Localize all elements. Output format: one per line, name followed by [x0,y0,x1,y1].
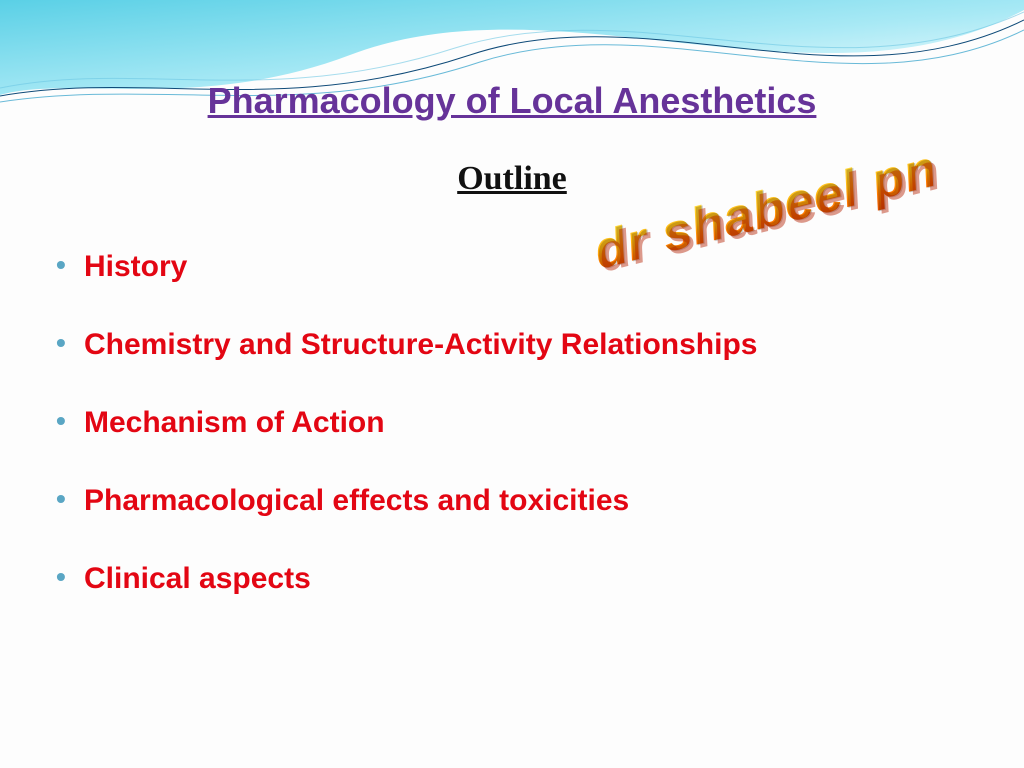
list-item: Mechanism of Action [50,406,974,440]
outline-heading: Outline [0,160,1024,198]
page-title: Pharmacology of Local Anesthetics [0,80,1024,122]
outline-list: History Chemistry and Structure-Activity… [50,250,974,640]
list-item: Pharmacological effects and toxicities [50,484,974,518]
list-item: Chemistry and Structure-Activity Relatio… [50,328,974,362]
list-item: History [50,250,974,284]
list-item: Clinical aspects [50,562,974,596]
